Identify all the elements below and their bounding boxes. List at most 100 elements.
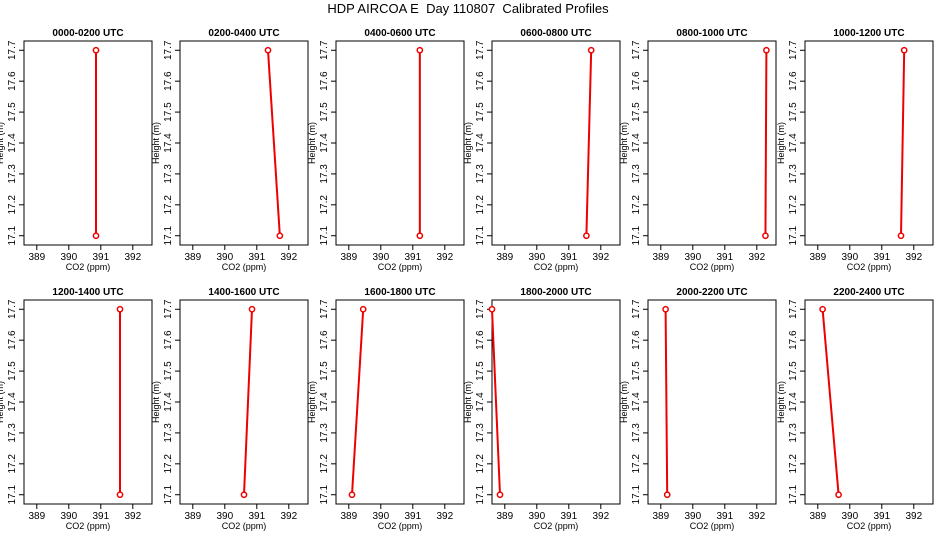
y-tick-label: 17.6 [319,71,330,91]
y-axis-label: Height (m) [307,381,317,423]
profile-line [243,309,253,495]
x-axis-label: CO2 (ppm) [534,521,579,531]
x-tick-label: 390 [372,511,389,522]
y-tick-label: 17.7 [319,299,330,319]
data-point [897,232,905,240]
y-tick-label: 17.2 [7,454,18,474]
x-tick-label: 391 [92,252,109,263]
y-tick-label: 17.6 [319,330,330,350]
data-point [587,46,595,54]
y-tick-label: 17.6 [631,71,642,91]
y-axis-label: Height (m) [307,122,317,164]
y-tick-label: 17.7 [163,40,174,60]
profile-line [821,309,840,495]
data-point [116,491,124,499]
panel-title: 1400-1600 UTC [208,287,279,298]
data-point [488,305,496,313]
y-tick-label: 17.4 [163,133,174,153]
x-axis-label: CO2 (ppm) [378,521,423,531]
y-tick-label: 17.2 [163,195,174,215]
x-tick-label: 389 [184,511,201,522]
plot-frame [335,299,465,505]
x-tick-label: 392 [592,511,609,522]
x-tick-label: 390 [684,252,701,263]
y-tick-label: 17.3 [475,423,486,443]
y-tick-label: 17.7 [788,299,799,319]
data-point [359,305,367,313]
data-point [348,491,356,499]
x-tick-label: 389 [340,252,357,263]
data-point [264,46,272,54]
y-tick-label: 17.5 [319,361,330,381]
y-tick-label: 17.2 [475,195,486,215]
x-tick-label: 391 [560,252,577,263]
y-tick-label: 17.5 [163,361,174,381]
figure-title: HDP AIRCOA E Day 110807 Calibrated Profi… [327,1,609,16]
x-tick-label: 389 [809,252,826,263]
y-axis-label: Height (m) [619,381,629,423]
x-tick-label: 390 [841,511,858,522]
plot-frame [491,40,621,246]
y-tick-label: 17.4 [788,392,799,412]
y-tick-label: 17.6 [163,71,174,91]
panel-title: 1800-2000 UTC [520,287,591,298]
x-tick-label: 391 [404,252,421,263]
profile-line [900,50,906,236]
y-tick-label: 17.7 [475,40,486,60]
x-axis-label: CO2 (ppm) [378,262,423,272]
y-tick-label: 17.3 [163,164,174,184]
y-tick-label: 17.7 [319,40,330,60]
panel-title: 1200-1400 UTC [52,287,123,298]
data-point [92,46,100,54]
y-tick-label: 17.3 [631,423,642,443]
y-axis-label: Height (m) [0,122,5,164]
x-tick-label: 392 [592,252,609,263]
plot-frame [335,40,465,246]
y-axis-label: Height (m) [463,122,473,164]
x-tick-label: 389 [652,252,669,263]
y-tick-label: 17.4 [475,392,486,412]
x-tick-label: 390 [372,252,389,263]
profile-line [664,309,669,495]
y-tick-label: 17.6 [788,330,799,350]
x-tick-label: 392 [280,511,297,522]
y-tick-label: 17.4 [788,133,799,153]
x-tick-label: 390 [216,511,233,522]
y-tick-label: 17.2 [7,195,18,215]
panel-title: 1000-1200 UTC [833,28,904,39]
profile-line [491,309,501,495]
plot-frame [647,40,777,246]
y-axis-label: Height (m) [151,381,161,423]
y-tick-label: 17.5 [319,102,330,122]
x-tick-label: 391 [873,511,890,522]
data-point [92,232,100,240]
y-tick-label: 17.7 [788,40,799,60]
x-tick-label: 391 [716,252,733,263]
y-tick-label: 17.1 [7,226,18,246]
x-tick-label: 390 [60,252,77,263]
x-tick-label: 391 [873,252,890,263]
y-tick-label: 17.2 [631,195,642,215]
x-axis-label: CO2 (ppm) [222,262,267,272]
y-tick-label: 17.1 [319,226,330,246]
y-tick-label: 17.3 [7,423,18,443]
data-point [416,46,424,54]
data-point [248,305,256,313]
x-axis-label: CO2 (ppm) [690,262,735,272]
y-tick-label: 17.4 [319,392,330,412]
y-tick-label: 17.3 [319,164,330,184]
y-tick-label: 17.7 [7,40,18,60]
data-point [276,232,284,240]
x-tick-label: 392 [436,252,453,263]
y-tick-label: 17.7 [163,299,174,319]
y-tick-label: 17.1 [319,485,330,505]
x-axis-label: CO2 (ppm) [66,521,111,531]
x-tick-label: 392 [748,252,765,263]
y-tick-label: 17.7 [7,299,18,319]
y-tick-label: 17.7 [475,299,486,319]
y-tick-label: 17.6 [475,71,486,91]
data-point [763,46,770,54]
data-point [496,491,504,499]
x-tick-label: 391 [716,511,733,522]
